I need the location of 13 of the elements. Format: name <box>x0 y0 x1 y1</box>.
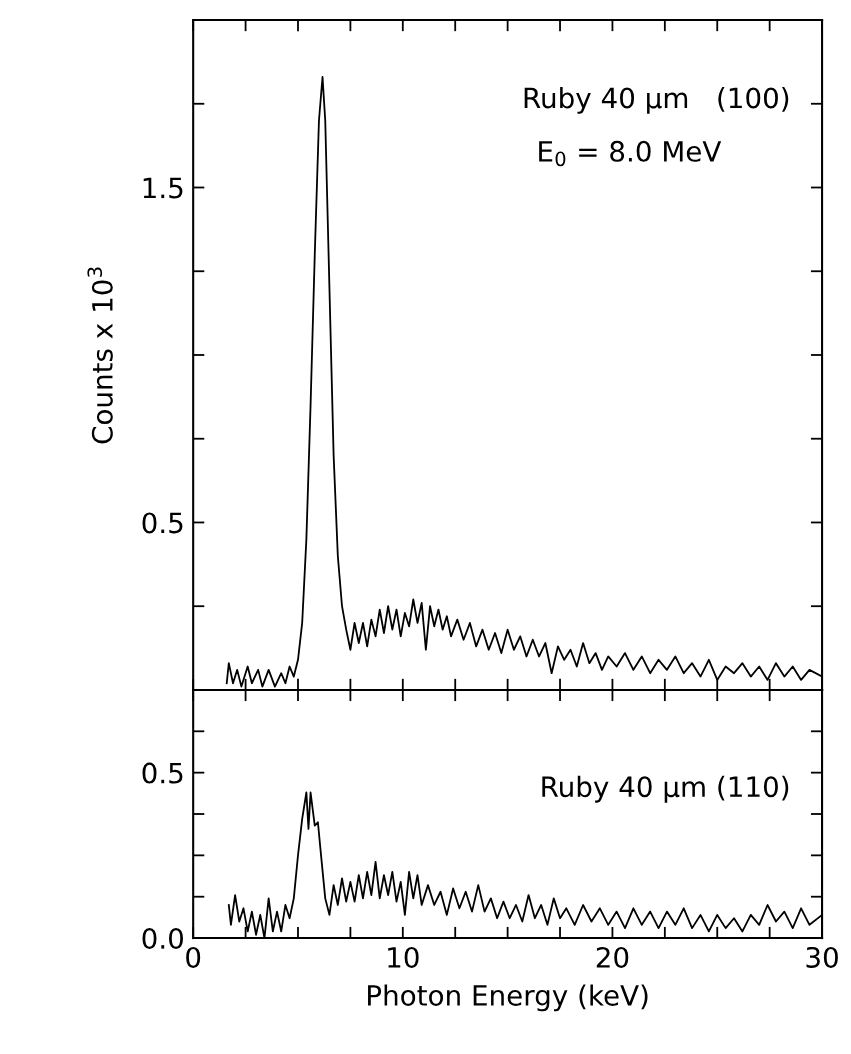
y-tick-label: 0.5 <box>142 512 183 534</box>
y-tick-label: 1.5 <box>143 177 183 199</box>
x-tick-label: 20 <box>596 946 629 968</box>
annotation: Ruby 40 μm (110) <box>542 775 789 803</box>
x-tick-label: 30 <box>806 946 838 968</box>
annotation: Ruby 40 μm (100) <box>524 86 789 114</box>
x-axis-title: Photon Energy (keV) <box>368 984 648 1012</box>
y-tick-label: 0.0 <box>142 928 183 950</box>
y-tick-label: 0.5 <box>142 762 183 784</box>
x-tick-label: 10 <box>388 946 419 968</box>
x-tick-label: 0 <box>186 946 201 968</box>
y-axis-title: Counts x 10$^{3}$ <box>87 267 113 444</box>
annotation: E$_{0}$ = 8.0 MeV <box>539 140 722 167</box>
